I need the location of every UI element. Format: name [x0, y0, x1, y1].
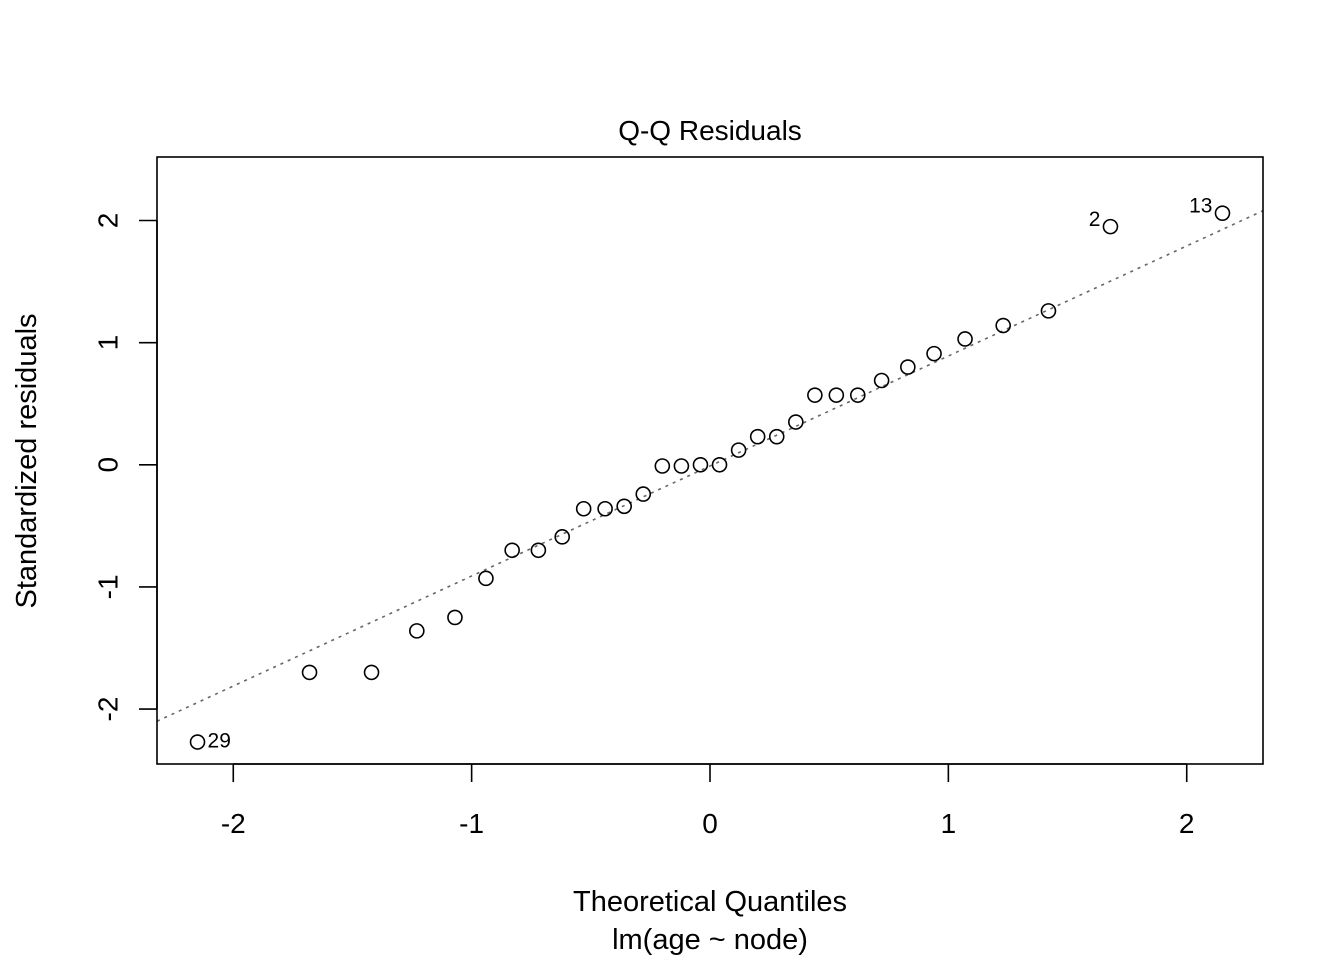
- y-tick-label: -2: [92, 697, 123, 722]
- x-tick-label: -2: [221, 808, 246, 839]
- plot-area: 29 2 13: [156, 195, 1264, 753]
- x-tick-label: 0: [702, 808, 718, 839]
- x-axis-subtitle: lm(age ~ node): [612, 924, 808, 956]
- y-tick-label: 1: [92, 335, 123, 351]
- y-axis: -2 -1 0 1 2: [92, 213, 158, 722]
- x-axis-title: Theoretical Quantiles: [573, 886, 847, 918]
- data-point: [873, 372, 890, 389]
- data-point: [995, 317, 1011, 334]
- data-point: [711, 456, 728, 473]
- chart-title: Q-Q Residuals: [618, 115, 802, 146]
- data-point: [926, 345, 942, 362]
- x-tick-label: 1: [941, 808, 957, 839]
- data-point: [692, 456, 709, 473]
- point-label: 29: [208, 730, 231, 753]
- data-point: [478, 570, 494, 587]
- data-point: [504, 542, 520, 559]
- point-label: 2: [1089, 208, 1101, 231]
- data-point: [1102, 218, 1119, 235]
- data-point: [807, 387, 823, 403]
- data-point: [597, 500, 613, 517]
- data-point: [363, 664, 380, 681]
- data-point: [730, 442, 747, 458]
- data-point: [530, 542, 547, 559]
- data-point: [957, 331, 973, 347]
- data-point: [409, 623, 425, 639]
- data-point: [788, 414, 804, 430]
- data-point: [575, 500, 592, 517]
- reference-line: [156, 210, 1264, 722]
- data-point: [301, 664, 318, 681]
- data-point: [189, 734, 206, 750]
- data-point: [447, 609, 463, 626]
- data-point: [828, 387, 845, 403]
- data-points: 29 2 13: [189, 195, 1231, 753]
- x-tick-label: -1: [459, 808, 484, 839]
- data-point: [1040, 303, 1057, 319]
- x-axis: -2 -1 0 1 2: [221, 763, 1195, 839]
- data-point: [616, 498, 632, 515]
- data-point: [554, 529, 571, 545]
- data-point: [900, 359, 916, 375]
- y-axis-title: Standardized residuals: [11, 313, 43, 608]
- point-label: 13: [1189, 195, 1212, 218]
- y-tick-label: -1: [92, 574, 123, 599]
- plot-frame: [156, 156, 1264, 765]
- data-point: [1214, 205, 1231, 221]
- y-tick-label: 2: [92, 213, 123, 229]
- data-point: [849, 387, 866, 403]
- data-point: [654, 458, 671, 474]
- y-tick-label: 0: [92, 457, 123, 473]
- data-point: [749, 428, 766, 445]
- data-point: [673, 458, 690, 474]
- data-point: [768, 428, 785, 445]
- x-tick-label: 2: [1179, 808, 1195, 839]
- data-point: [635, 486, 652, 502]
